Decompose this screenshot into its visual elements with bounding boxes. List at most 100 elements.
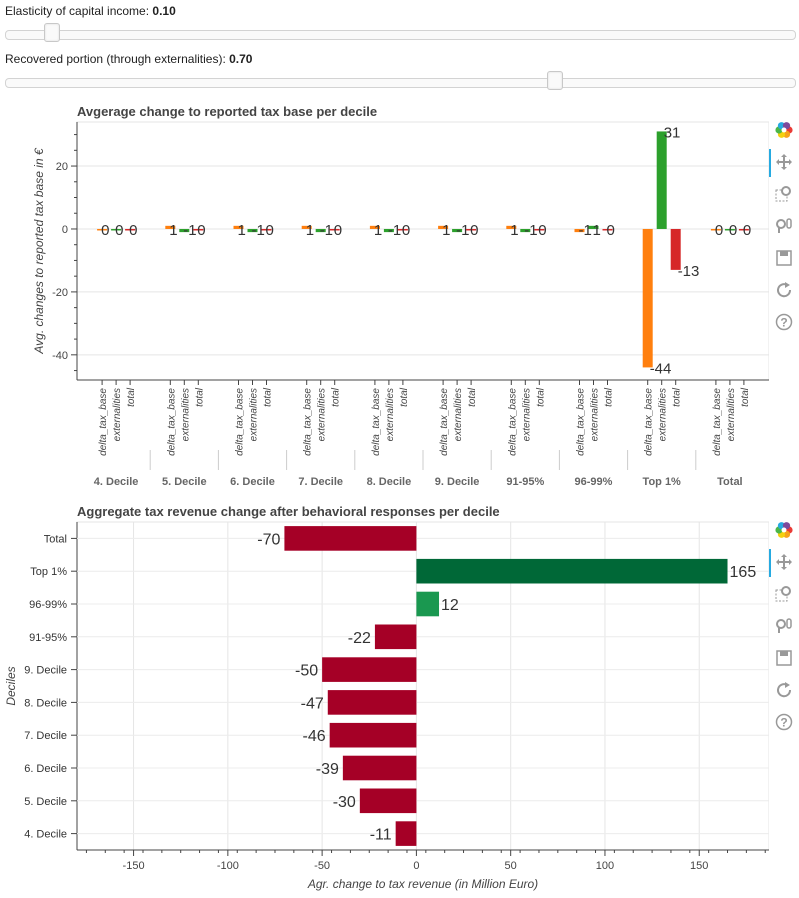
x-factor-label: delta_tax_base [98,388,109,456]
y-tick-label: 4. Decile [24,829,67,841]
bar [329,722,417,748]
reset-arc [777,683,792,698]
pan-icon[interactable] [775,153,793,171]
bar-value-label: 0 [607,222,615,239]
reset-icon[interactable] [775,681,793,699]
slider-elasticity[interactable]: Elasticity of capital income: 0.10 [5,4,796,42]
tax-base-chart: Avgerage change to reported tax base per… [32,104,769,488]
bar-value-label: -50 [295,663,318,680]
x-group-label: Top 1% [643,476,682,488]
bar-total [125,228,136,231]
help-icon[interactable]: ? [775,713,793,731]
bar [416,558,728,584]
x-factor-label: total [331,387,342,407]
slider-elasticity-track[interactable] [5,30,796,40]
bar-total [738,228,749,231]
y-tick-label: 5. Decile [24,796,67,808]
x-factor-label: externalities [453,388,464,441]
pan-icon[interactable] [775,553,793,571]
bar-delta_tax_base [369,225,380,229]
pan-arrows [776,154,792,170]
x-factor-label: externalities [521,388,532,441]
bar-value-label: 1 [593,222,601,239]
bar [284,526,417,551]
x-factor-label: total [467,387,478,407]
bar-total [329,228,340,231]
x-factor-label: total [604,387,615,407]
bar [395,821,417,846]
bar [374,624,417,650]
help-icon[interactable]: ? [775,313,793,331]
bar-externalities [452,228,463,233]
x-group-label: 91-95% [506,476,544,488]
bar-value-label: 0 [334,222,342,239]
bar-externalities [724,228,735,231]
pan-arrows [776,554,792,570]
bar-value-label: -13 [678,263,700,280]
box-zoom-icon[interactable] [775,185,793,203]
x-group-label: Total [717,476,742,488]
wheel-zoom-icon[interactable] [775,217,793,235]
y-tick-label: -20 [52,287,68,299]
x-axis-label: Agr. change to tax revenue (in Million E… [307,877,538,891]
bar-externalities [247,228,258,233]
reset-icon[interactable] [775,281,793,299]
x-group-label: 8. Decile [367,476,412,488]
bar-value-label: -39 [316,761,339,778]
x-factor-label: total [263,387,274,407]
bar-total [397,228,408,231]
help-circle [775,713,793,731]
bar-total [261,228,272,231]
bar-value-label: 0 [470,222,478,239]
zoom-lens [781,586,791,596]
x-group-label: 5. Decile [162,476,207,488]
x-tick-label: 150 [690,860,708,872]
y-tick-label: 0 [62,224,68,236]
slider-recovered-handle[interactable] [546,71,563,90]
logo-petal [777,522,786,530]
wheel-zoom-icon[interactable] [775,617,793,635]
help-circle [775,313,793,331]
reset-arrow [785,682,790,688]
active-tool-indicator [769,549,771,577]
bar-value-label: -1 [183,222,196,239]
save-label [780,251,788,256]
wheel-mouse [786,618,792,629]
save-icon[interactable] [775,249,793,267]
bar-total [670,228,681,270]
x-tick-label: -150 [123,860,145,872]
x-factor-label: delta_tax_base [371,388,382,456]
zoom-lens [781,186,791,196]
bar-value-label: 0 [115,222,123,239]
slider-elasticity-label: Elasticity of capital income: 0.10 [5,4,176,18]
box-zoom-icon[interactable] [775,585,793,603]
bar-value-label: 0 [266,222,274,239]
bar-value-label: 0 [715,222,723,239]
bar-delta_tax_base [506,225,517,229]
bar-value-label: 1 [374,222,382,239]
bar-value-label: 1 [306,222,314,239]
wheel-lens [776,219,786,229]
bar-total [602,228,613,231]
logo-center [781,527,787,533]
bar-value-label: 1 [442,222,450,239]
save-label [780,651,788,656]
bar-value-label: 0 [101,222,109,239]
slider-elasticity-handle[interactable] [43,23,60,42]
x-factor-label: delta_tax_base [644,388,655,456]
bar-delta_tax_base [233,225,244,229]
logo-petal [777,122,786,130]
x-tick-label: 50 [505,860,517,872]
logo-center [781,127,787,133]
bar-delta_tax_base [438,225,449,229]
y-tick-label: 9. Decile [24,665,67,677]
bar-value-label: 0 [729,222,737,239]
chart-title: Aggregate tax revenue change after behav… [77,504,500,519]
slider-recovered-track[interactable] [5,78,796,88]
x-factor-label: externalities [317,388,328,441]
save-icon[interactable] [775,649,793,667]
slider-recovered[interactable]: Recovered portion (through externalities… [5,52,796,90]
y-tick-label: Total [44,533,67,545]
bar-value-label: -22 [348,630,371,647]
x-group-label: 7. Decile [298,476,343,488]
